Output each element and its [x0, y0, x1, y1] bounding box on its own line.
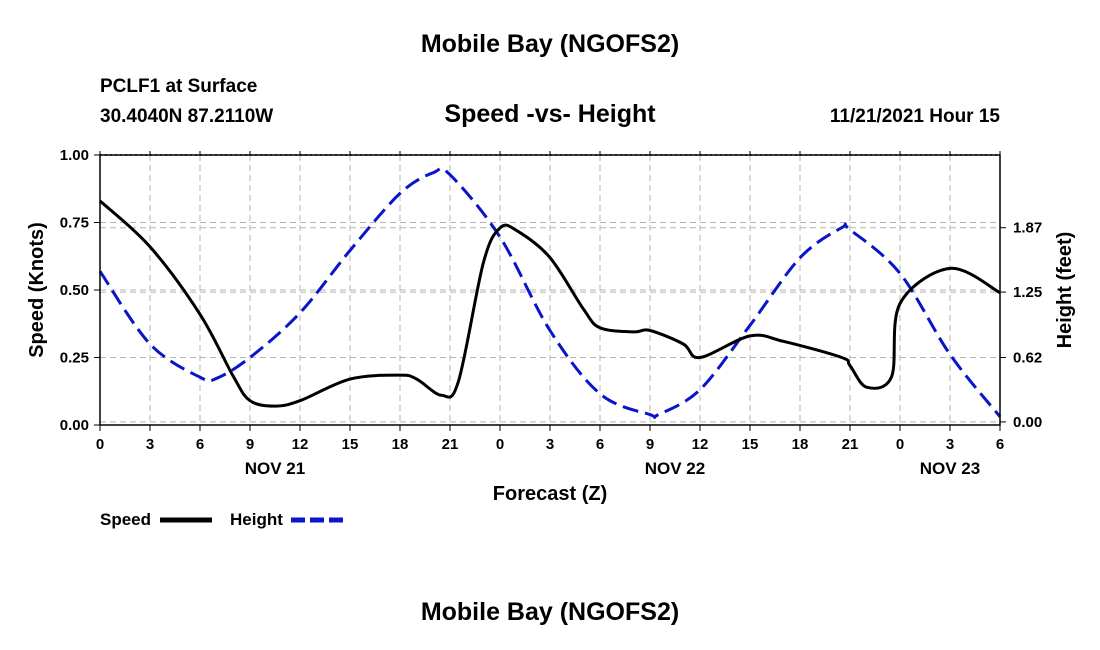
x-tick-label: 6	[596, 436, 604, 453]
chart-title: Speed -vs- Height	[444, 100, 656, 128]
coordinates-label: 30.4040N 87.2110W	[100, 106, 274, 127]
height-line	[98, 166, 1002, 419]
x-tick-label: 0	[96, 436, 104, 453]
speed-series	[98, 199, 1001, 408]
x-tick-label: 0	[896, 436, 904, 453]
y-tick-label: 0.50	[60, 282, 89, 299]
legend-height-label: Height	[230, 510, 283, 529]
page-title: Mobile Bay (NGOFS2)	[420, 30, 680, 58]
y-tick-label: 0.75	[60, 215, 89, 232]
x-tick-label: 18	[392, 436, 409, 453]
x-tick-label: 3	[546, 436, 554, 453]
y2-axis-title: Height (feet)	[1054, 232, 1076, 349]
y2-tick-label: 1.25	[1013, 284, 1042, 301]
datetime-label: 11/21/2021 Hour 15	[829, 106, 1000, 127]
day-label: NOV 23	[920, 459, 980, 478]
footer-title: Mobile Bay (NGOFS2)	[420, 598, 680, 626]
station-label: PCLF1 at Surface	[100, 76, 258, 97]
axis-ticks: 0 3 6 9 12 15 18 21 0 3 6 9 12 15 18 21 0 3 6 NOV 21 NOV 22 N…	[60, 147, 1042, 478]
x-tick-label: 21	[442, 436, 459, 453]
x-tick-label: 21	[842, 436, 859, 453]
x-tick-label: 9	[646, 436, 654, 453]
y2-tick-label: 0.00	[1013, 414, 1042, 431]
x-tick-label: 3	[146, 436, 154, 453]
x-tick-label: 6	[996, 436, 1004, 453]
x-tick-label: 3	[946, 436, 954, 453]
day-label: NOV 21	[245, 459, 305, 478]
axis-labels: Forecast (Z) Speed (Knots) Height (feet)	[26, 222, 1076, 505]
y-tick-label: 1.00	[60, 147, 89, 164]
day-label: NOV 22	[645, 459, 705, 478]
x-tick-label: 18	[792, 436, 809, 453]
y-axis-title: Speed (Knots)	[26, 222, 48, 358]
y-tick-label: 0.00	[60, 417, 89, 434]
legend-speed-label: Speed	[100, 510, 152, 529]
y-tick-label: 0.25	[60, 350, 89, 367]
x-axis-title: Forecast (Z)	[493, 483, 607, 505]
x-tick-label: 6	[196, 436, 204, 453]
x-tick-label: 12	[292, 436, 309, 453]
x-tick-label: 12	[692, 436, 709, 453]
grid-lines	[100, 154, 1000, 425]
x-tick-label: 15	[742, 436, 759, 453]
x-tick-label: 15	[342, 436, 359, 453]
y2-tick-label: 0.62	[1013, 350, 1042, 367]
y2-tick-label: 1.87	[1013, 220, 1042, 237]
x-tick-label: 9	[246, 436, 254, 453]
x-tick-label: 0	[496, 436, 504, 453]
